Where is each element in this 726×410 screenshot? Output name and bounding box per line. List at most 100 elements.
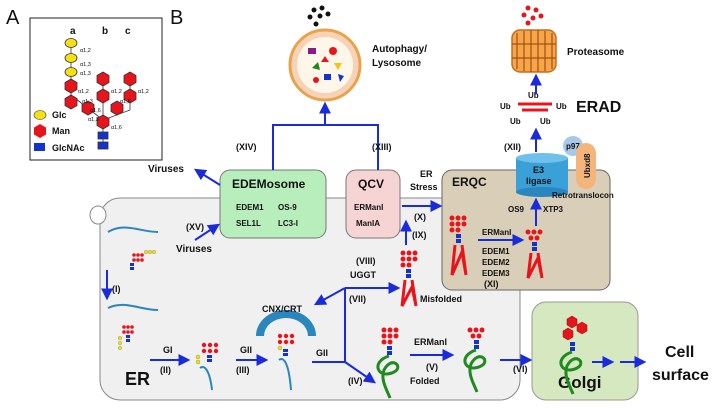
man-legend-label: Man <box>52 126 70 136</box>
glcnac-legend-label: GlcNAc <box>52 143 85 153</box>
step-xii: (XII) <box>504 142 521 152</box>
nascent-chain-1 <box>107 226 159 233</box>
cell-label: Cell <box>665 344 694 361</box>
misfolded-glycoprotein-icon <box>400 250 418 307</box>
retrotranslocon-label: Retrotranslocon <box>552 191 614 200</box>
step-viii: (VIII) <box>356 256 376 266</box>
peptide-fragments-icon <box>521 5 544 26</box>
golgi-glycoprotein-icon <box>559 315 588 395</box>
ubiquitin-chain-icon <box>518 102 552 112</box>
glycan-key-box <box>29 17 163 161</box>
proteasome-label: Proteasome <box>567 47 625 58</box>
degraded-particles-icon <box>307 5 331 27</box>
viruses-out-arrow <box>193 168 221 186</box>
man-c2 <box>123 88 137 104</box>
edem2-label: EDEM2 <box>482 258 510 267</box>
gii-label-1: GII <box>240 345 252 355</box>
man-c1 <box>123 71 137 87</box>
step-v: (V) <box>426 362 438 372</box>
man-a2 <box>64 94 78 110</box>
man-core-left <box>81 100 95 116</box>
ubxd8-label: Ubxd8 <box>583 153 592 178</box>
glc-1 <box>64 38 78 48</box>
edem1-label: EDEM1 <box>482 247 510 256</box>
svg-text:α1,2: α1,2 <box>78 89 89 95</box>
step-vii: (VII) <box>349 294 366 304</box>
er-label-small: ER <box>420 169 433 179</box>
panel-b-letter: B <box>170 7 183 29</box>
erqc-ermani-label: ERManI <box>482 228 511 237</box>
col-c-label: c <box>125 26 131 37</box>
viruses-in-label: Viruses <box>176 244 212 255</box>
stress-label: Stress <box>410 182 438 192</box>
nascent-chain-2 <box>107 303 159 311</box>
cnx-crt-label: CNX/CRT <box>262 304 303 314</box>
qcv-item-ermani: ERManI <box>354 203 383 212</box>
col-b-label: b <box>102 26 108 37</box>
lysosome-contents-icon <box>308 47 344 83</box>
svg-text:α1,2: α1,2 <box>111 89 122 95</box>
golgi-compartment <box>531 301 639 401</box>
edemosome-item-os9: OS-9 <box>278 203 297 212</box>
step-ii: (II) <box>160 365 171 375</box>
ub-2: Ub <box>500 102 511 111</box>
qcv-item-mania: ManIA <box>356 219 380 228</box>
ermani-label-1: ERManI <box>414 337 447 347</box>
golgi-label: Golgi <box>558 373 601 392</box>
qcv-box <box>345 169 401 239</box>
glcnac-1 <box>97 131 109 140</box>
glcnac-legend-icon <box>34 143 45 151</box>
p97-label: p97 <box>566 142 580 151</box>
precursor-glycan-2-icon <box>118 325 134 350</box>
e3-label: E3 <box>533 165 544 175</box>
step-xv: (XV) <box>186 222 204 232</box>
trimmed-folded-glycoprotein-icon <box>463 327 487 393</box>
edemosome-title: EDEMosome <box>232 177 306 191</box>
glc-legend-icon <box>33 110 47 120</box>
glycoprotein-bound-cnx-icon <box>277 333 295 391</box>
ub-3: Ub <box>556 102 567 111</box>
step-xiii: (XIII) <box>372 142 392 152</box>
ligase-label: ligase <box>526 176 552 186</box>
autophagy-route-line <box>272 124 379 170</box>
er-label: ER <box>125 369 150 389</box>
man-b1 <box>96 71 110 87</box>
step-x: (X) <box>414 212 426 222</box>
step-i: (I) <box>112 284 121 294</box>
svg-text:α1,2: α1,2 <box>80 48 91 54</box>
glycoprotein-after-gi-icon <box>195 342 219 391</box>
glcnac-2 <box>97 141 109 150</box>
edemosome-item-sel1l: SEL1L <box>236 219 261 228</box>
proteasome-icon <box>511 29 557 73</box>
qcv-title: QCV <box>358 177 384 191</box>
ubxd8-shape <box>576 143 596 189</box>
step-xi: (XI) <box>484 279 499 289</box>
e3-ligase-cylinder <box>516 153 568 197</box>
ub-1: Ub <box>528 91 539 100</box>
panel-a-letter: A <box>6 7 20 29</box>
erad-label: ERAD <box>576 99 621 116</box>
gii-label-2: GII <box>316 348 328 358</box>
gi-label: GI <box>163 345 173 355</box>
step-vi: (VI) <box>513 364 528 374</box>
edem3-label: EDEM3 <box>482 269 510 278</box>
step-ix: (IX) <box>412 230 427 240</box>
step-iv-arrow <box>344 361 376 384</box>
glc-3 <box>64 67 78 77</box>
glycan-legend: Glc Man GlcNAc <box>33 110 85 153</box>
misfolded-label: Misfolded <box>420 294 462 304</box>
cnx-crt-chaperone-icon <box>256 310 316 336</box>
step-iii: (III) <box>236 365 250 375</box>
erqc-glycoprotein-right-icon <box>525 229 544 279</box>
xtp3-label: XTP3 <box>543 205 564 214</box>
autophagy-label: Autophagy/ <box>372 44 427 55</box>
ub-5: Ub <box>540 117 551 126</box>
lysosome-lumen <box>297 37 353 93</box>
svg-text:α1,3: α1,3 <box>80 62 91 68</box>
step-xiv: (XIV) <box>236 142 257 152</box>
os9-label: OS9 <box>508 205 525 214</box>
svg-text:α1,3: α1,3 <box>88 117 99 123</box>
man-a1 <box>64 78 78 94</box>
